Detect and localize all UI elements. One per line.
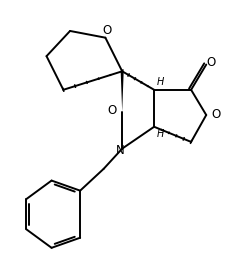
Polygon shape — [121, 71, 124, 112]
Text: O: O — [107, 104, 117, 117]
Text: O: O — [207, 56, 216, 69]
Text: O: O — [211, 108, 220, 121]
Text: N: N — [116, 144, 125, 157]
Text: O: O — [102, 25, 112, 37]
Text: H: H — [156, 129, 164, 139]
Text: H: H — [156, 77, 164, 87]
